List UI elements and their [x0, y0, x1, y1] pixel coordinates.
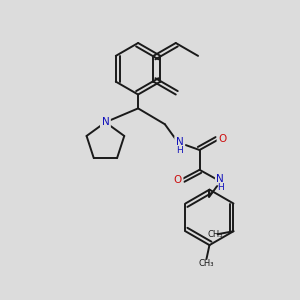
Text: N: N — [176, 137, 184, 147]
Text: N: N — [101, 117, 109, 127]
Text: N: N — [217, 174, 224, 184]
Text: CH₃: CH₃ — [199, 260, 214, 268]
Text: CH₃: CH₃ — [208, 230, 224, 239]
Text: H: H — [217, 183, 224, 192]
Text: O: O — [174, 175, 182, 185]
Text: H: H — [176, 146, 183, 155]
Text: O: O — [218, 134, 226, 144]
